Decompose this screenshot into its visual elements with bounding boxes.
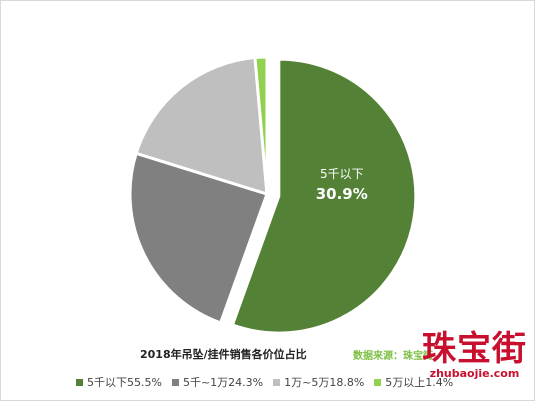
legend-swatch-1 <box>76 378 83 386</box>
legend-label-1: 5千以下55.5% <box>87 376 162 389</box>
legend-item-1: 5千以下55.5% <box>76 374 162 390</box>
chart-title: 2018年吊坠/挂件销售各价位占比 <box>140 348 307 361</box>
data-source-note: 数据来源：珠宝街 <box>353 351 433 362</box>
legend: 5千以下55.5% 5千~1万24.3% 1万~5万18.8% 5万以上1.4% <box>76 374 453 390</box>
watermark-logo: 珠宝街 zhubaojie.com <box>422 330 527 380</box>
legend-item-2: 5千~1万24.3% <box>171 374 264 390</box>
legend-swatch-3 <box>273 378 281 386</box>
legend-label-2: 5千~1万24.3% <box>182 376 264 389</box>
legend-label-4: 5万以上1.4% <box>385 376 454 389</box>
data-label-name: 5千以下 <box>319 166 364 181</box>
legend-item-4: 5万以上1.4% <box>374 374 453 390</box>
data-label-slice-1: 5千以下 30.9% <box>312 165 372 203</box>
pie-slice-1 <box>230 57 418 335</box>
watermark-url: zhubaojie.com <box>429 367 520 380</box>
legend-label-3: 1万~5万18.8% <box>284 376 365 389</box>
pie-slice-3 <box>134 55 269 197</box>
legend-item-3: 1万~5万18.8% <box>273 374 364 390</box>
legend-swatch-4 <box>374 378 382 386</box>
watermark-main: 珠宝街 <box>422 329 527 369</box>
legend-swatch-2 <box>171 378 179 386</box>
pie-slice-2 <box>128 151 269 325</box>
pie-slice-4 <box>253 55 269 195</box>
data-label-value: 30.9% <box>315 184 368 203</box>
